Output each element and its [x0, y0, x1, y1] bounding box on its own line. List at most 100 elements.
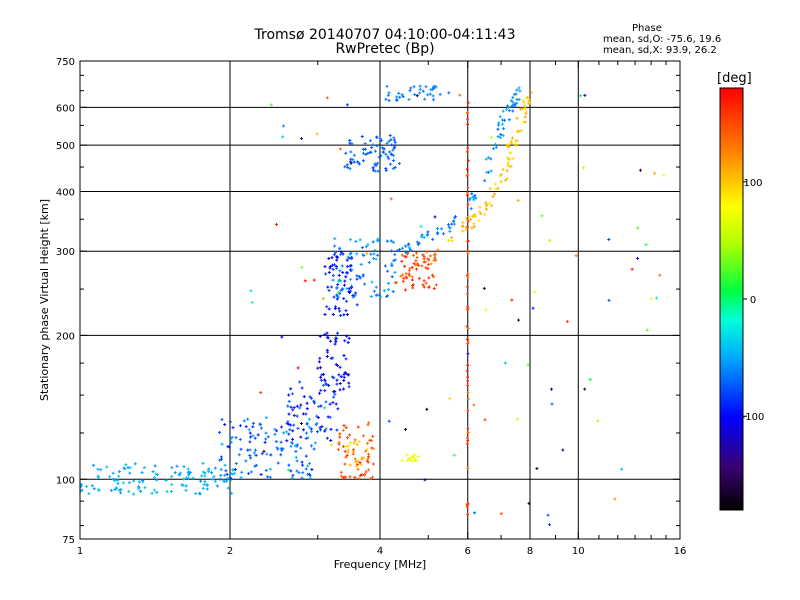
data-point [184, 488, 188, 492]
data-point [501, 109, 505, 113]
data-point [472, 225, 476, 229]
data-point [339, 279, 343, 283]
data-point [280, 425, 283, 429]
data-point [348, 141, 352, 145]
x-tick-label: 16 [674, 546, 687, 557]
data-point [350, 142, 354, 146]
data-point [352, 153, 356, 157]
data-point [478, 210, 482, 214]
data-point [333, 392, 337, 396]
data-point [307, 425, 311, 429]
data-point [465, 324, 469, 328]
data-point [264, 431, 268, 435]
data-point [425, 234, 429, 237]
chart-subtitle: RwPretec (Bp) [335, 41, 435, 57]
data-point [362, 456, 366, 460]
data-point [334, 340, 338, 344]
data-point [355, 463, 359, 467]
data-point [334, 336, 338, 340]
data-point [398, 95, 402, 99]
data-point [338, 309, 342, 313]
data-point [310, 430, 313, 434]
data-point [530, 90, 534, 94]
data-point [359, 463, 363, 467]
data-point [225, 472, 229, 476]
data-point [466, 146, 470, 150]
data-point [366, 441, 369, 445]
data-point [515, 88, 519, 92]
data-point [504, 178, 508, 182]
data-point [339, 314, 343, 317]
data-point [484, 204, 488, 208]
data-point [411, 455, 415, 459]
data-point [286, 420, 290, 423]
data-point [310, 444, 313, 448]
data-point [226, 486, 230, 490]
data-point [332, 295, 336, 299]
data-point [150, 491, 154, 495]
data-point [264, 437, 268, 441]
data-point [225, 479, 229, 483]
data-point [391, 240, 395, 244]
data-point [219, 473, 223, 477]
data-point [299, 403, 303, 407]
data-point [461, 221, 465, 225]
data-point [466, 272, 470, 276]
data-point [447, 225, 451, 229]
data-point [421, 253, 425, 257]
data-point [362, 254, 366, 257]
data-point [315, 132, 319, 136]
data-point [339, 375, 343, 379]
data-point [292, 423, 296, 427]
data-point [403, 244, 407, 248]
data-point [308, 477, 312, 480]
data-point [320, 373, 324, 377]
x-axis-label: Frequency [MHz] [334, 558, 426, 571]
data-point [346, 444, 350, 448]
data-point [450, 239, 454, 243]
data-point [218, 477, 222, 481]
data-point [519, 107, 522, 111]
data-point [389, 138, 393, 142]
data-point [337, 306, 341, 310]
data-point [393, 138, 396, 142]
y-tick-label: 400 [56, 187, 75, 198]
data-point [317, 405, 321, 409]
data-point [260, 452, 264, 456]
data-point [349, 161, 353, 165]
data-point [338, 435, 342, 439]
data-point [179, 471, 182, 475]
data-point [350, 268, 354, 272]
data-point [361, 253, 365, 257]
data-point [579, 94, 582, 98]
data-point [281, 447, 285, 451]
data-point [273, 432, 277, 436]
data-point [415, 251, 418, 255]
data-point [466, 379, 470, 383]
data-point [203, 480, 207, 484]
data-point [355, 443, 359, 446]
data-point [301, 471, 305, 475]
data-point [298, 406, 302, 410]
data-point [327, 257, 331, 260]
data-point [210, 471, 213, 475]
data-point [453, 214, 457, 218]
data-point [205, 483, 209, 487]
data-point [230, 435, 234, 439]
data-point [426, 257, 430, 261]
data-point [501, 118, 504, 122]
data-point [466, 307, 470, 311]
data-point [276, 447, 280, 451]
data-point [323, 406, 326, 410]
data-point [466, 101, 470, 105]
data-point [244, 459, 248, 463]
data-point [347, 336, 351, 340]
data-point [220, 457, 223, 461]
data-point [335, 258, 339, 262]
data-point [346, 255, 350, 259]
data-point [548, 523, 551, 527]
data-point [343, 462, 347, 466]
data-point [583, 93, 587, 97]
y-tick-label: 750 [56, 57, 75, 68]
data-point [636, 256, 640, 260]
